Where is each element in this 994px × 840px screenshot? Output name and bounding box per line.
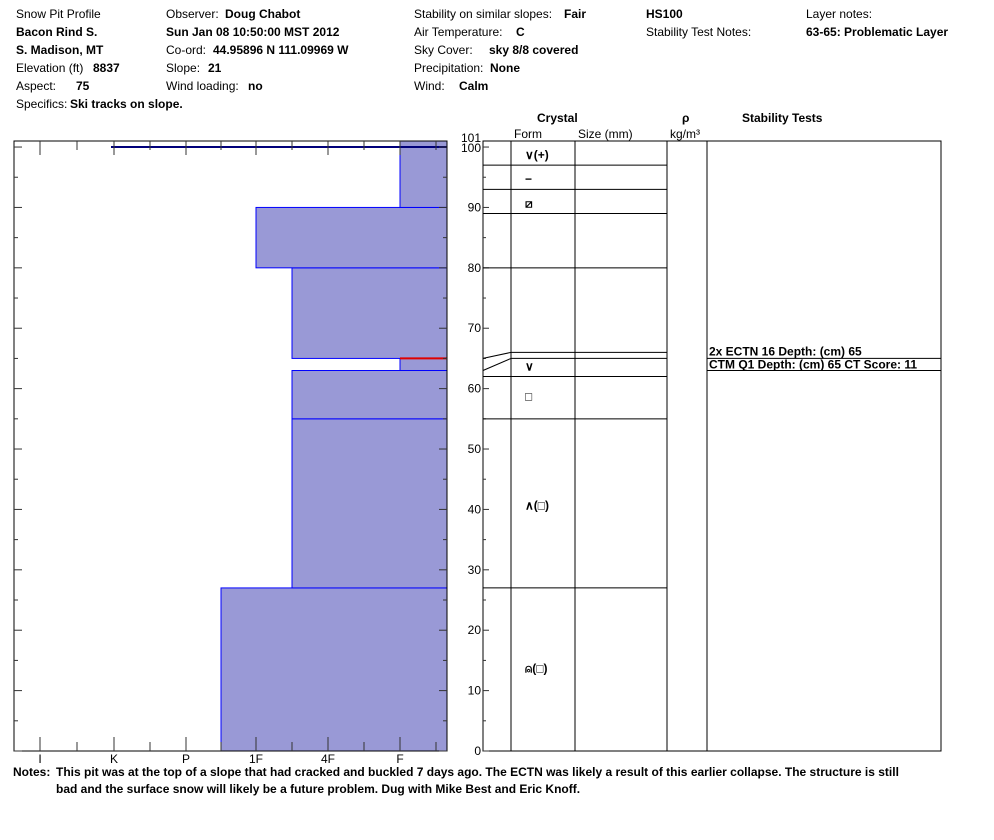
- wind-loading-label: Wind loading:: [166, 79, 239, 93]
- specifics-value: Ski tracks on slope.: [70, 97, 183, 111]
- height-tick-label: 101: [461, 131, 481, 145]
- notes-line-2: bad and the surface snow will likely be …: [56, 782, 581, 796]
- crystal-form-symbol: ∨(+): [525, 148, 549, 162]
- precip-label: Precipitation:: [414, 61, 484, 75]
- hardness-layer-bar: [399, 357, 448, 372]
- hardness-layers: [111, 140, 448, 752]
- chart-frames: [13, 140, 942, 752]
- height-tick-label: 70: [468, 321, 482, 335]
- hardness-layer-bar: [291, 418, 448, 589]
- stability-value: Fair: [564, 7, 587, 21]
- specifics-label: Specifics:: [16, 97, 68, 111]
- hardness-layer-bar: [220, 587, 448, 752]
- aspect-value: 75: [76, 79, 90, 93]
- height-tick-label: 90: [468, 200, 482, 214]
- datetime: Sun Jan 08 10:50:00 MST 2012: [166, 25, 340, 39]
- height-tick-label: 10: [468, 684, 482, 698]
- height-tick-label: 0: [474, 744, 481, 758]
- coord-value: 44.95896 N 111.09969 W: [213, 43, 349, 57]
- rho-header: ρ: [682, 111, 690, 125]
- crystal-form-symbol: ∧(□): [525, 498, 549, 512]
- height-tick-label: 50: [468, 442, 482, 456]
- notes-label: Notes:: [13, 765, 51, 779]
- aspect-label: Aspect:: [16, 79, 57, 93]
- wind-label: Wind:: [414, 79, 445, 93]
- height-tick-label: 40: [468, 502, 482, 516]
- location-name: Bacon Rind S.: [16, 25, 98, 39]
- crystal-form-symbol: −: [525, 172, 532, 186]
- layer-connector: [482, 357, 512, 371]
- crystal-form-symbol: □: [525, 390, 532, 404]
- stability-tests-header: Stability Tests: [742, 111, 823, 125]
- wind-value: Calm: [459, 79, 489, 93]
- observer-label: Observer:: [166, 7, 219, 21]
- size-header: Size (mm): [578, 127, 633, 141]
- stability-test-result: 2x ECTN 16 Depth: (cm) 65: [709, 344, 862, 358]
- hardness-layer-bar: [255, 206, 448, 269]
- stability-test-notes-label: Stability Test Notes:: [646, 25, 752, 39]
- elevation-label: Elevation (ft): [16, 61, 84, 75]
- hardness-tick-label: P: [182, 752, 190, 766]
- hs-value: HS100: [646, 7, 683, 21]
- layer-columns-frame: [482, 140, 942, 752]
- notes-line-1: This pit was at the top of a slope that …: [56, 765, 899, 779]
- hardness-tick-label: K: [110, 752, 118, 766]
- hardness-layer-bar: [291, 267, 448, 359]
- slope-value: 21: [208, 61, 222, 75]
- layer-notes-value: 63-65: Problematic Layer: [806, 25, 949, 39]
- precip-value: None: [490, 61, 520, 75]
- air-temp-label: Air Temperature:: [414, 25, 503, 39]
- crystal-form-symbol: ⍝(□): [525, 661, 547, 675]
- stability-test-result: CTM Q1 Depth: (cm) 65 CT Score: 11: [709, 357, 917, 371]
- density-unit-header: kg/m³: [670, 127, 700, 141]
- height-tick-label: 20: [468, 623, 482, 637]
- air-temp-value: C: [516, 25, 525, 39]
- region: S. Madison, MT: [16, 43, 104, 57]
- observer-value: Doug Chabot: [225, 7, 301, 21]
- crystal-column: ∨(+) − ⧄ ∨ □ ∧(□) ⍝(□): [482, 140, 667, 675]
- sky-label: Sky Cover:: [414, 43, 473, 57]
- hardness-tick-label: 4F: [321, 752, 335, 766]
- form-header: Form: [514, 127, 542, 141]
- hardness-tick-label: 1F: [249, 752, 263, 766]
- layer-connector: [482, 351, 512, 359]
- slope-label: Slope:: [166, 61, 201, 75]
- height-tick-label: 60: [468, 382, 482, 396]
- height-tick-label: 80: [468, 261, 482, 275]
- hardness-tick-label: I: [38, 752, 41, 766]
- crystal-form-symbol: ⧄: [525, 196, 533, 210]
- height-tick-label: 30: [468, 563, 482, 577]
- crystal-header: Crystal: [537, 111, 578, 125]
- hardness-layer-bar: [291, 370, 448, 420]
- hardness-plot-frame: [13, 140, 448, 752]
- hardness-layer-bar: [399, 140, 448, 208]
- height-tick-label: 100: [461, 141, 481, 155]
- hardness-tick-label: F: [396, 752, 403, 766]
- wind-loading-value: no: [248, 79, 263, 93]
- elevation-value: 8837: [93, 61, 120, 75]
- page-title: Snow Pit Profile: [16, 7, 101, 21]
- coord-label: Co-ord:: [166, 43, 207, 57]
- layer-notes-label: Layer notes:: [806, 7, 873, 21]
- sky-value: sky 8/8 covered: [489, 43, 579, 57]
- stability-label: Stability on similar slopes:: [414, 7, 553, 21]
- crystal-form-symbol: ∨: [525, 359, 534, 373]
